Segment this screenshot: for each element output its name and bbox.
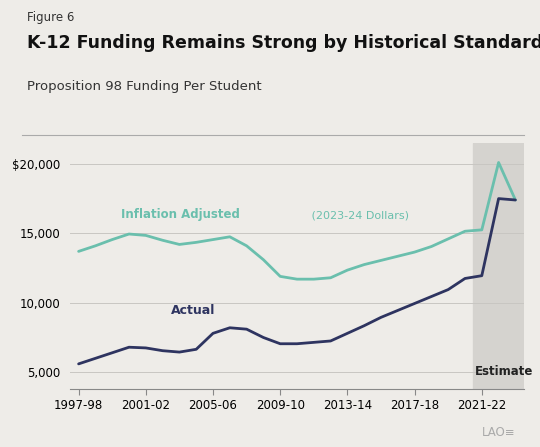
Text: K-12 Funding Remains Strong by Historical Standards: K-12 Funding Remains Strong by Historica… [27,34,540,51]
Text: LAO≡: LAO≡ [482,426,516,439]
Text: Figure 6: Figure 6 [27,11,75,24]
Text: Actual: Actual [171,304,215,316]
Text: Inflation Adjusted: Inflation Adjusted [120,208,239,221]
Text: Estimate: Estimate [475,365,533,378]
Text: (2023-24 Dollars): (2023-24 Dollars) [308,211,409,221]
Bar [474,143,525,389]
Text: Proposition 98 Funding Per Student: Proposition 98 Funding Per Student [27,80,261,93]
